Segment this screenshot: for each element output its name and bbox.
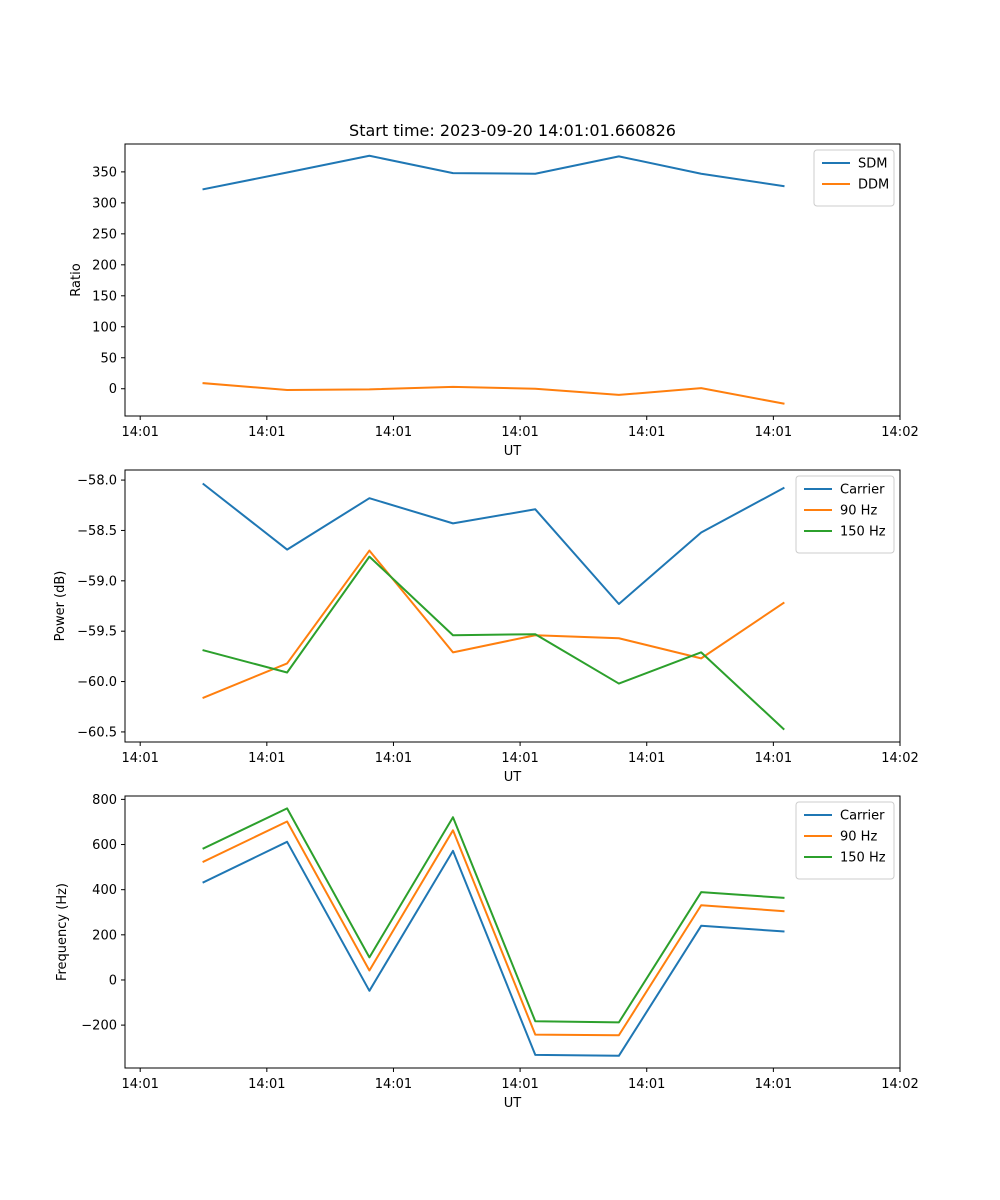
power-y-tick-label: −58.5 [77,524,117,539]
ratio-x-tick-label: 14:01 [501,425,538,440]
ratio-y-tick-label: 350 [92,165,117,180]
chart-title: Start time: 2023-09-20 14:01:01.660826 [349,121,676,140]
power-legend-label-carrier: Carrier [840,483,885,498]
ratio-axes-frame [124,143,901,417]
ratio-y-axis-label: Ratio [69,263,84,296]
ratio-y-tick-label: 0 [109,382,117,397]
power-legend-label-150-hz: 150 Hz [840,525,886,540]
power-y-tick-label: −59.5 [77,625,117,640]
power-x-tick-label: 14:01 [755,751,792,766]
frequency-y-tick-label: 400 [92,883,117,898]
ratio-y-tick-label: 300 [92,196,117,211]
frequency-series-150-hz [202,807,785,1024]
power-y-tick-label: −60.5 [77,725,117,740]
ratio-x-tick-label: 14:02 [881,425,918,440]
power-series-carrier [202,482,785,605]
power-y-tick-label: −60.0 [77,675,117,690]
frequency-series-90-hz [202,820,785,1037]
frequency-legend-label-90-hz: 90 Hz [840,830,877,845]
power-x-tick-label: 14:01 [628,751,665,766]
frequency-x-tick-label: 14:01 [628,1077,665,1092]
frequency-legend: Carrier 90 Hz 150 Hz [795,801,895,880]
power-series-150-hz [202,555,785,731]
power-legend-label-90-hz: 90 Hz [840,504,877,519]
ratio-y-tick-label: 200 [92,258,117,273]
frequency-x-tick-label: 14:01 [121,1077,158,1092]
frequency-x-tick-label: 14:01 [501,1077,538,1092]
ratio-y-tick-label: 100 [92,320,117,335]
ratio-panel: 14:01 14:01 14:01 14:01 14:01 14:01 14:02 0 50 10… [69,143,919,459]
ratio-x-tick-label: 14:01 [248,425,285,440]
ratio-legend-label-sdm: SDM [858,157,887,172]
power-panel: 14:01 14:01 14:01 14:01 14:01 14:01 14:02 −60.5… [53,469,919,785]
frequency-legend-label-150-hz: 150 Hz [840,851,886,866]
frequency-x-tick-label: 14:01 [248,1077,285,1092]
ratio-legend: SDM DDM [813,149,895,207]
ratio-y-tick-label: 150 [92,289,117,304]
power-x-tick-label: 14:02 [881,751,918,766]
frequency-legend-frame [795,801,895,880]
power-x-tick-label: 14:01 [121,751,158,766]
power-legend-frame [795,475,895,554]
ratio-series-sdm [202,154,785,191]
frequency-y-axis-label: Frequency (Hz) [55,883,70,981]
frequency-x-tick-label: 14:01 [755,1077,792,1092]
frequency-y-tick-label: 600 [92,838,117,853]
ratio-y-tick-label: 250 [92,227,117,242]
power-series-90-hz [202,549,785,699]
power-x-axis-label: UT [504,770,522,785]
ratio-x-tick-label: 14:01 [755,425,792,440]
frequency-y-tick-label: 200 [92,928,117,943]
power-y-tick-label: −58.0 [77,474,117,489]
ratio-x-tick-label: 14:01 [121,425,158,440]
power-x-tick-label: 14:01 [248,751,285,766]
frequency-x-tick-label: 14:01 [375,1077,412,1092]
frequency-x-axis-label: UT [504,1096,522,1111]
frequency-y-tick-label: 800 [92,793,117,808]
power-y-axis-label: Power (dB) [53,571,68,642]
frequency-series-carrier [202,840,785,1057]
ratio-y-tick-label: 50 [100,351,117,366]
frequency-legend-label-carrier: Carrier [840,809,885,824]
power-x-tick-label: 14:01 [375,751,412,766]
ratio-series-ddm [202,382,785,405]
frequency-axes-frame [124,795,901,1069]
ratio-legend-label-ddm: DDM [858,178,889,193]
power-axes-frame [124,469,901,743]
ratio-x-tick-label: 14:01 [628,425,665,440]
frequency-x-tick-label: 14:02 [881,1077,918,1092]
ratio-x-axis-label: UT [504,444,522,459]
frequency-y-tick-label: −200 [81,1019,117,1034]
frequency-panel: 14:01 14:01 14:01 14:01 14:01 14:01 14:02 −200 0… [55,793,919,1111]
frequency-y-tick-label: 0 [109,973,117,988]
power-y-tick-label: −59.0 [77,574,117,589]
power-legend: Carrier 90 Hz 150 Hz [795,475,895,554]
power-x-tick-label: 14:01 [501,751,538,766]
ratio-x-tick-label: 14:01 [375,425,412,440]
